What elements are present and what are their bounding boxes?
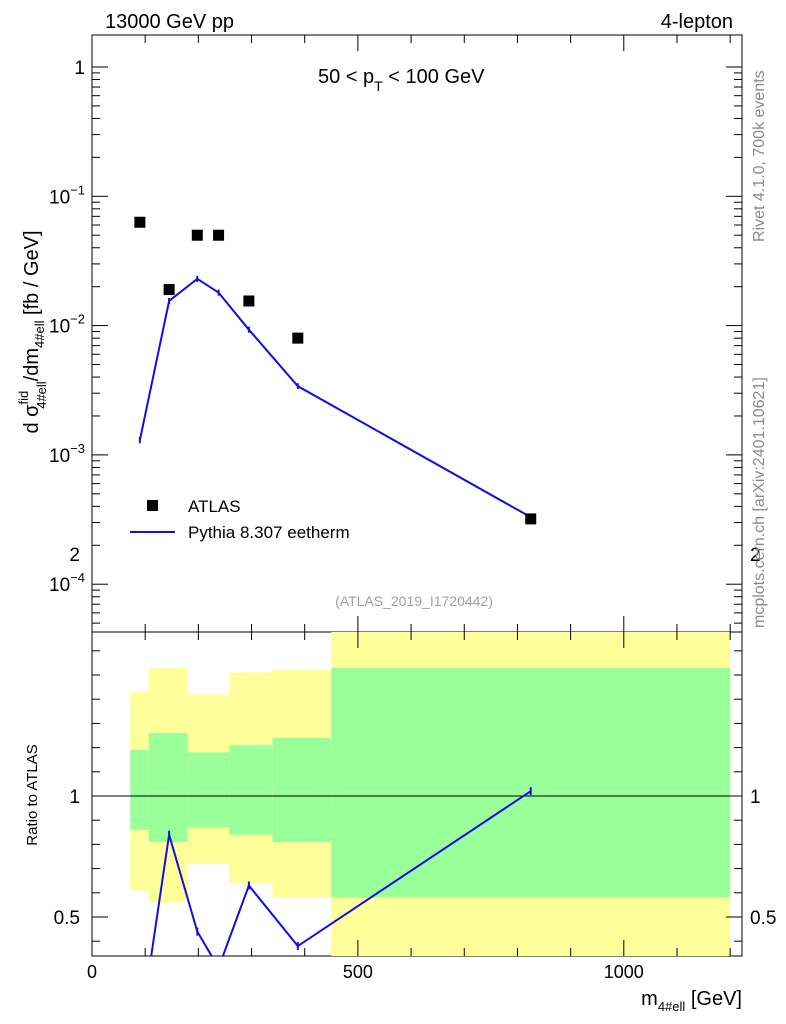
mcplots-info-label: mcplots.cern.ch [arXiv:2401.10621] [751,377,768,628]
data-point [525,513,537,525]
data-point [292,332,304,344]
ratio-tick-label-right: 0.5 [750,908,776,929]
x-tick-label: 1000 [604,962,644,982]
chart-title: 50 < pT < 100 GeV [318,66,485,94]
y-tick-label: 1 [74,58,85,79]
y-tick-label: 10−2 [49,312,85,338]
analysis-watermark: (ATLAS_2019_I1720442) [335,593,493,609]
data-point [134,216,146,228]
x-tick-label: 0 [87,962,97,982]
header-channel-label: 4-lepton [661,11,733,33]
legend-data-label: ATLAS [188,497,241,516]
legend-data-marker [147,500,158,511]
band-inner-0 [130,750,149,830]
header-energy-label: 13000 GeV pp [105,11,234,33]
ratio-y-axis-label: Ratio to ATLAS [24,744,41,845]
ratio-bands [130,632,731,956]
y-tick-label: 10−3 [49,441,85,467]
ratio-tick-label-left: 1 [69,787,80,808]
y-axis-label: d σfid 4#ell/dm4#ell [fb / GeV] [16,230,49,433]
rivet-info-label: Rivet 4.1.0, 700k events [751,70,768,242]
x-axis-label: m4#ell [GeV] [641,988,742,1014]
data-point [243,295,255,307]
ratio-tick-label-left: 2 [69,545,80,566]
band-inner-1 [148,733,188,842]
y-tick-label: 10−1 [49,182,85,208]
ratio-tick-label-right: 1 [750,787,761,808]
band-inner-2 [187,752,230,828]
mc-series-ratio [150,787,532,956]
band-inner-3 [229,745,273,835]
axis-ticks [91,35,742,956]
mc-line [138,277,532,519]
data-point [191,229,203,241]
data-point [163,284,175,296]
x-tick-label: 500 [343,962,373,982]
axis-tick-labels: 0 500 1000 1 10−1 10−2 10−3 10−4 0.5 0.5 1 1 2 2 [49,58,776,982]
y-tick-label: 10−4 [49,570,85,596]
main-plot-frame [91,34,743,633]
band-inner-4 [272,737,332,842]
data-series-main [134,216,537,525]
data-point [213,229,225,241]
ratio-tick-label-left: 0.5 [54,908,80,929]
ratio-tick-label-right: 2 [750,545,761,566]
mc-series-main [138,275,532,521]
legend-mc-label: Pythia 8.307 eetherm [188,523,350,542]
band-inner-5 [331,667,731,898]
